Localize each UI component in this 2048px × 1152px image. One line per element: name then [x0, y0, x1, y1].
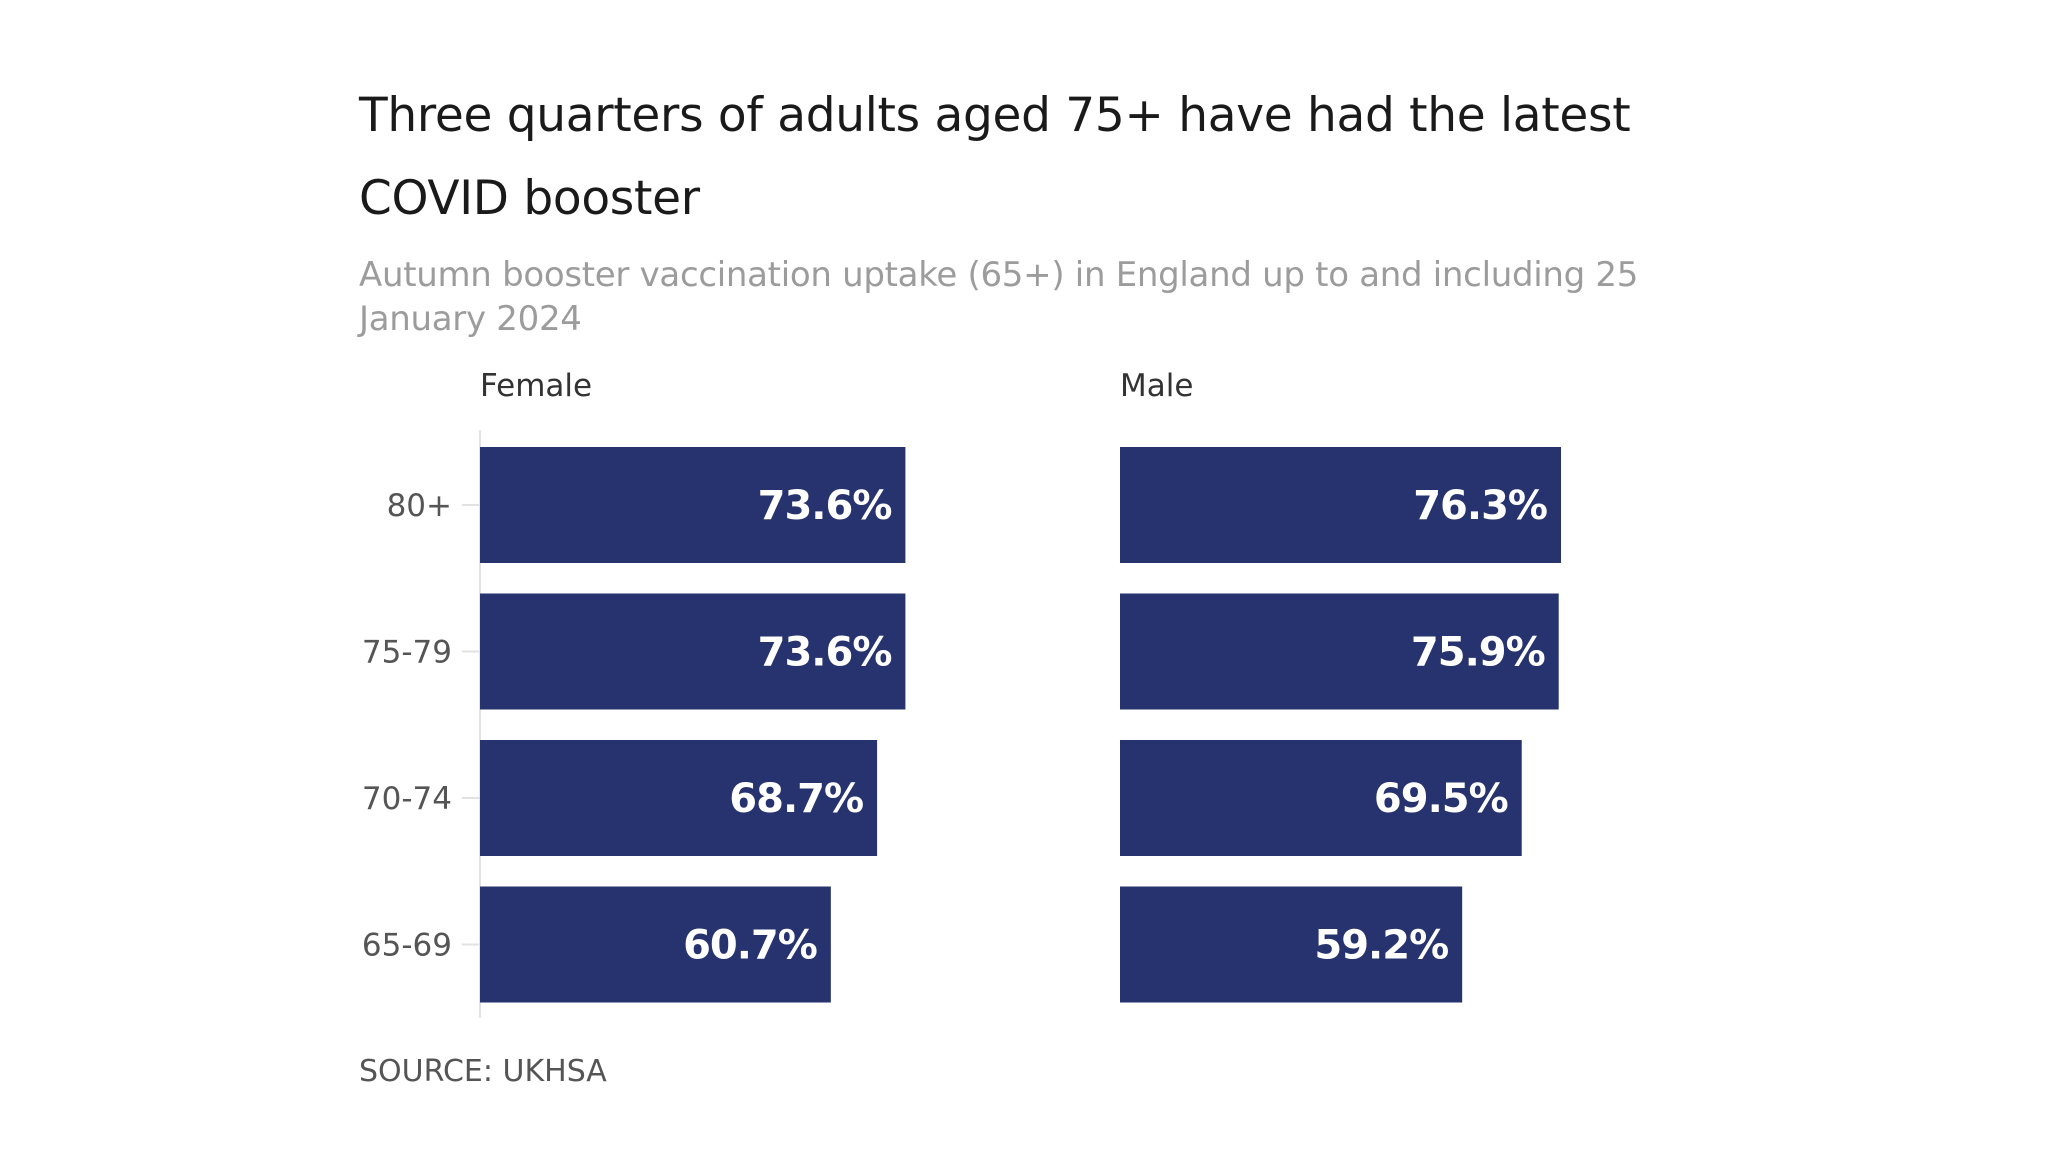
- bar-male-2: [1120, 740, 1522, 856]
- category-label: 75-79: [362, 635, 452, 671]
- data-label-female-3: 60.7%: [683, 923, 817, 969]
- bar-female-2: [480, 740, 878, 856]
- chart-title: Three quarters of adults aged 75+ have h…: [359, 88, 1631, 226]
- bar-female-1: [480, 593, 906, 710]
- chart-subtitle: Autumn booster vaccination uptake (65+) …: [359, 255, 1639, 339]
- panel-label-male: Male: [1120, 368, 1194, 404]
- category-label: 80+: [387, 488, 452, 524]
- data-label-female-0: 73.6%: [758, 483, 892, 529]
- panel-label-female: Female: [480, 368, 593, 404]
- data-label-male-2: 69.5%: [1374, 776, 1508, 822]
- category-label: 65-69: [362, 928, 452, 964]
- data-label-male-1: 75.9%: [1411, 630, 1545, 676]
- bar-female-0: [480, 447, 906, 563]
- source-note: SOURCE: UKHSA: [359, 1054, 607, 1089]
- data-label-male-0: 76.3%: [1413, 483, 1547, 529]
- bar-male-1: [1120, 593, 1559, 710]
- data-label-female-2: 68.7%: [729, 776, 863, 822]
- category-label: 70-74: [362, 781, 452, 817]
- data-label-female-1: 73.6%: [758, 630, 892, 676]
- bar-female-3: [480, 886, 831, 1003]
- data-label-male-3: 59.2%: [1314, 923, 1448, 969]
- bar-male-0: [1120, 447, 1562, 563]
- bar-male-3: [1120, 886, 1463, 1003]
